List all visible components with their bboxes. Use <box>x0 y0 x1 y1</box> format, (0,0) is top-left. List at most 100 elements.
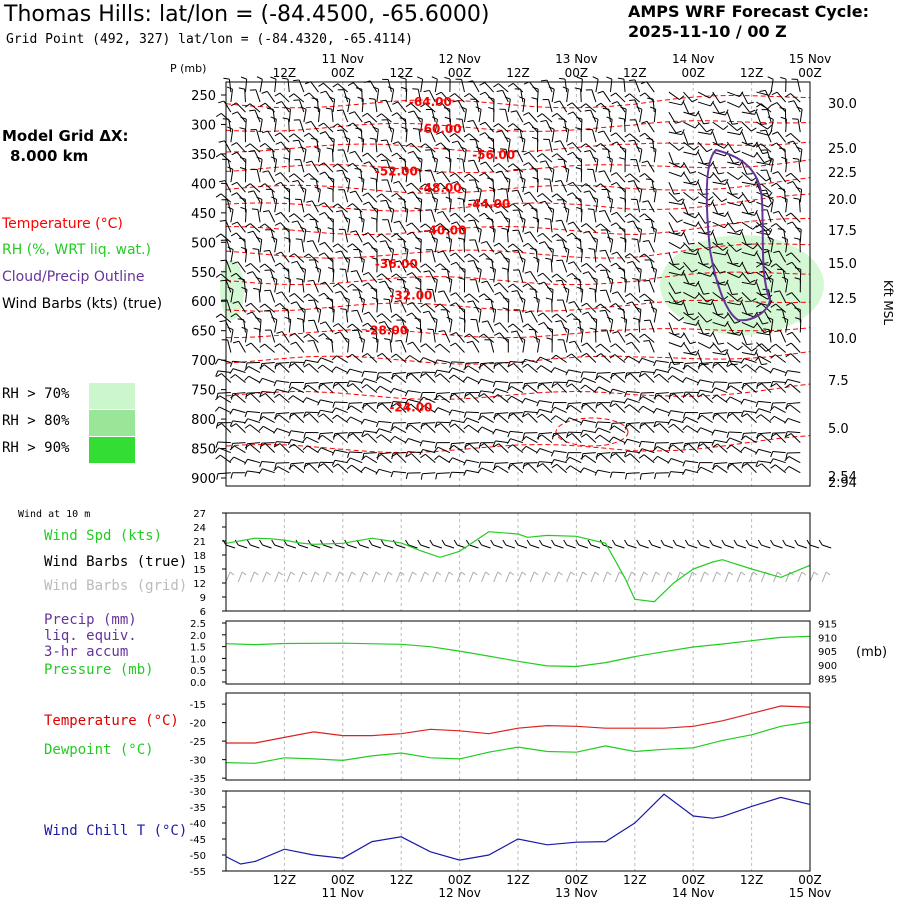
wind-barb-flag <box>724 279 729 286</box>
wind-barb <box>240 76 248 93</box>
wind-barb-staff <box>434 159 439 173</box>
wind-barb-flag <box>460 146 467 150</box>
wind-barb-staff <box>539 408 553 414</box>
wind-barb <box>624 173 640 183</box>
wind-barb <box>400 86 408 103</box>
wind-barb <box>247 190 261 203</box>
wind-barb-staff <box>670 410 684 414</box>
wind-barb-flag <box>248 149 255 153</box>
wind-barb-staff <box>728 382 742 384</box>
wind-barb-flag <box>317 409 321 416</box>
wind-barb <box>785 342 801 353</box>
wind-barb-flag <box>511 189 518 192</box>
wind-barb-flag <box>679 95 685 100</box>
wind-barb-staff <box>412 231 422 243</box>
wind-barb-flag <box>595 353 602 358</box>
wind-barb <box>375 468 392 475</box>
wind-barb-flag <box>550 459 555 465</box>
wind-barb-flag <box>449 252 456 257</box>
wind-barb-flag <box>289 293 295 298</box>
wind-barb-flag <box>778 187 785 190</box>
wind-barb-flag <box>581 262 587 267</box>
wind-barb-staff <box>403 239 407 253</box>
wind-barb <box>668 341 685 348</box>
wind-barb <box>778 147 787 163</box>
wind-barb <box>404 437 421 444</box>
wind-barb-staff <box>683 352 697 356</box>
wind-barb-staff <box>303 309 306 323</box>
wind-barb <box>353 208 363 223</box>
wind-barb-staff <box>507 259 510 273</box>
wind-barb-staff <box>688 443 699 454</box>
wind-barb <box>592 196 599 213</box>
wind-barb <box>349 190 363 203</box>
wind-barb <box>288 464 305 474</box>
wind-barb-flag <box>415 287 422 290</box>
wind-barb <box>566 142 582 153</box>
wind-barb <box>427 328 436 343</box>
wind-barb <box>697 171 715 179</box>
wind-barb-staff <box>609 119 613 133</box>
wind-barb-flag <box>475 226 482 230</box>
wind-barb-staff <box>573 261 582 273</box>
wind-barb-staff <box>280 251 290 263</box>
wind-barb-flag <box>580 454 586 460</box>
wind-barb-flag <box>530 207 537 210</box>
wind-barb-flag <box>618 227 625 230</box>
wind-barb <box>259 343 275 353</box>
wind-barb <box>727 101 744 108</box>
wind-barb-flag <box>502 337 509 340</box>
wind-barb-staff <box>430 209 436 223</box>
wind-barb-flag <box>694 213 700 219</box>
wind-barb-flag <box>595 343 601 348</box>
wind-barb-flag <box>249 109 256 112</box>
wind-barb <box>711 439 728 446</box>
wind-barb-staff <box>605 310 611 323</box>
wind-barb-staff <box>644 92 655 103</box>
wind-barb-staff <box>225 259 232 273</box>
wind-barb-staff <box>668 261 680 271</box>
wind-barb-staff <box>566 209 570 223</box>
wind-barb-staff <box>644 253 655 263</box>
wind-barb-staff <box>420 571 426 583</box>
wind-barb-flag <box>595 303 601 308</box>
wind-barb <box>643 339 655 353</box>
wind-barb <box>538 281 553 293</box>
wind-barb <box>258 468 275 475</box>
wind-barb-flag <box>273 389 278 395</box>
wind-barb-staff <box>582 371 596 374</box>
wind-barb-staff <box>543 281 553 293</box>
wind-barb <box>448 409 465 416</box>
wind-barb <box>629 119 641 133</box>
wind-barb-staff <box>259 279 262 293</box>
wind-barb <box>609 425 626 434</box>
wind-barb-flag <box>624 292 631 297</box>
wind-barb-flag <box>424 571 429 576</box>
wind-barb <box>382 78 392 93</box>
wind-barb <box>264 289 276 303</box>
wind-barb-flag <box>698 443 704 447</box>
wind-barb-flag <box>344 176 351 180</box>
wind-barb-staff <box>653 269 657 283</box>
wind-barb-flag <box>291 220 298 223</box>
wind-barb-staff <box>712 202 719 215</box>
wind-barb <box>463 469 480 476</box>
wind-barb-staff <box>554 367 567 373</box>
wind-barb-staff <box>303 109 307 123</box>
wind-barb <box>609 471 626 478</box>
wind-barb <box>391 453 407 464</box>
wind-barb <box>458 237 465 253</box>
wind-barb-flag <box>318 463 325 467</box>
grid-wind-barb <box>566 571 575 583</box>
wind-barb-staff <box>615 544 625 549</box>
wind-barb-flag <box>376 113 382 118</box>
wind-barb-staff <box>697 271 711 277</box>
wind-barb-staff <box>352 122 363 133</box>
wind-barb-flag <box>481 320 488 323</box>
wind-barb-staff <box>425 453 436 464</box>
wind-barb-flag <box>676 219 683 223</box>
wind-barb-flag <box>494 322 500 326</box>
wind-barb <box>247 230 261 243</box>
wind-barb-staff <box>366 384 378 393</box>
wind-barb <box>363 120 378 133</box>
